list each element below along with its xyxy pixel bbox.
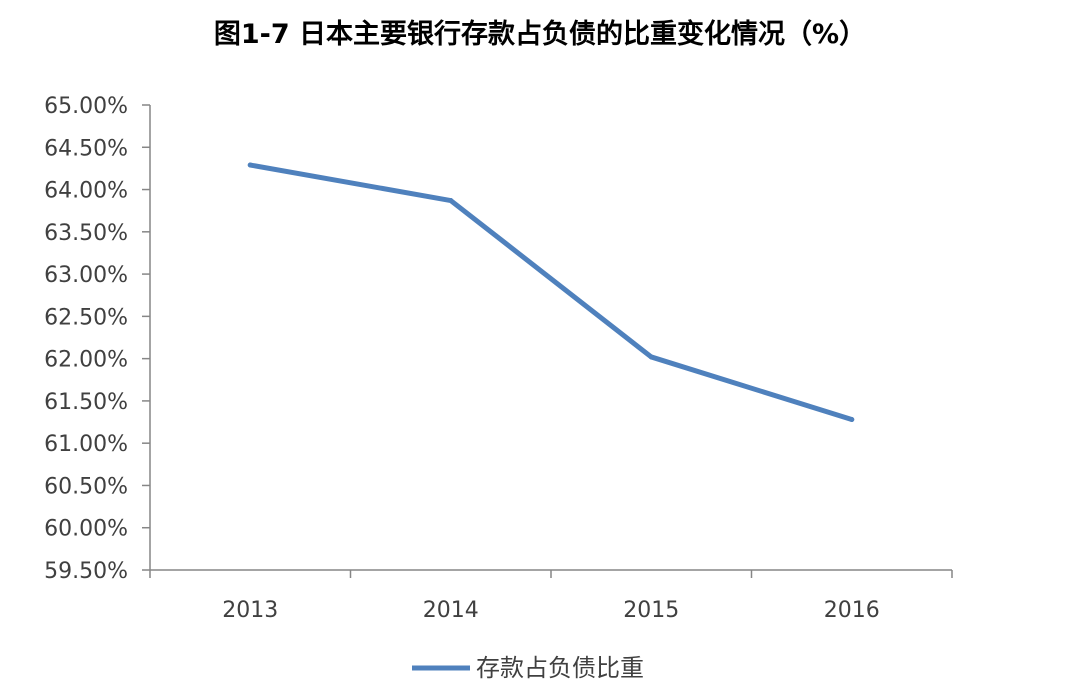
y-tick-label: 59.50% (44, 559, 128, 584)
y-tick-label: 60.00% (44, 517, 128, 542)
x-tick-label: 2013 (222, 598, 278, 623)
chart-axes (149, 105, 952, 571)
y-tick-label: 60.50% (44, 474, 128, 499)
data-point (247, 162, 253, 168)
data-point (849, 417, 855, 423)
data-point (648, 354, 654, 360)
y-tick-label: 65.00% (44, 94, 128, 119)
y-tick-label: 62.50% (44, 305, 128, 330)
chart-title: 图1-7 日本主要银行存款占负债的比重变化情况（%） (213, 19, 867, 50)
data-point (448, 198, 454, 204)
x-tick-label: 2016 (824, 598, 880, 623)
series-line (247, 162, 855, 423)
y-tick-label: 63.00% (44, 263, 128, 288)
y-tick-label: 63.50% (44, 221, 128, 246)
x-axis-ticks: 2013 2014 2015 2016 (149, 570, 953, 623)
y-tick-label: 61.50% (44, 390, 128, 415)
legend-label: 存款占负债比重 (476, 654, 644, 682)
y-tick-label: 64.00% (44, 179, 128, 204)
y-tick-label: 62.00% (44, 348, 128, 373)
y-tick-label: 64.50% (44, 136, 128, 161)
y-axis-ticks: 59.50% 60.00% 60.50% 61.00% 61.50% 62.00% 62.5… (44, 94, 150, 584)
y-tick-label: 61.00% (44, 432, 128, 457)
x-tick-label: 2015 (623, 598, 679, 623)
x-tick-label: 2014 (423, 598, 479, 623)
chart-legend: 存款占负债比重 (412, 654, 644, 682)
chart-series (247, 162, 855, 423)
